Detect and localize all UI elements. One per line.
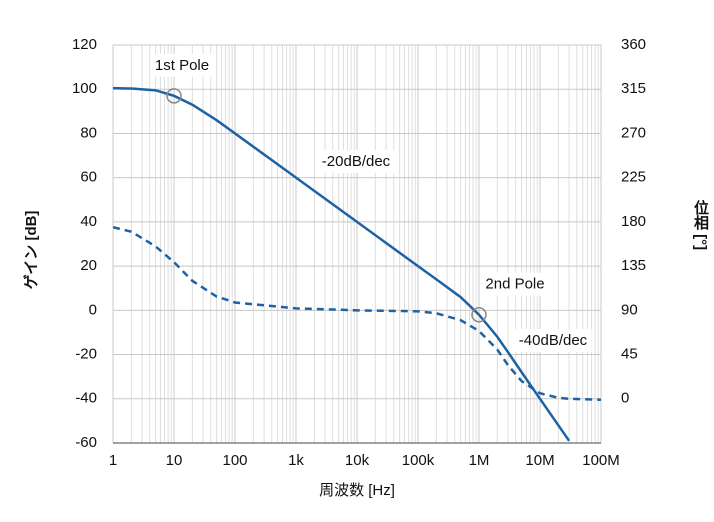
gain-line: [113, 86, 571, 442]
slope-label-bg: [317, 149, 395, 173]
y2-tick-label: 270: [621, 124, 646, 141]
slope-label-bg: [514, 328, 592, 352]
pole-marker: [471, 307, 487, 323]
y2-tick-label: 0: [621, 390, 629, 407]
x-tick-label: 100M: [582, 452, 620, 469]
x-tick-label: 1k: [288, 452, 304, 469]
y-tick-label: 0: [89, 301, 97, 318]
x-tick-label: 10M: [525, 452, 554, 469]
y2-tick-label: 180: [621, 213, 646, 230]
x-tick-label: 100: [222, 452, 247, 469]
x-tick-label: 10: [166, 452, 183, 469]
y-tick-label: 120: [72, 36, 97, 53]
y-tick-label: 100: [72, 80, 97, 97]
slope-label: -20dB/dec: [322, 153, 391, 170]
x-tick-label: 100k: [402, 452, 435, 469]
pole-marker: [166, 88, 182, 104]
y-tick-label: 60: [80, 169, 97, 186]
slope-label: -40dB/dec: [519, 332, 588, 349]
y-tick-label: -40: [75, 390, 97, 407]
pole-label-bg: [150, 53, 214, 77]
y-axis-title: ゲイン [dB]: [22, 211, 40, 290]
y2-tick-label: 90: [621, 301, 638, 318]
y2-axis-title: 位相 [°]: [692, 199, 709, 250]
pole-label: 1st Pole: [155, 57, 209, 74]
y-tick-label: -20: [75, 346, 97, 363]
y-tick-label: 80: [80, 124, 97, 141]
x-axis-title: 周波数 [Hz]: [319, 482, 395, 499]
y-tick-label: 40: [80, 213, 97, 230]
y-tick-label: -60: [75, 434, 97, 451]
x-tick-label: 10k: [345, 452, 370, 469]
pole-label-bg: [481, 272, 549, 296]
y-tick-label: 20: [80, 257, 97, 274]
pole-label: 2nd Pole: [485, 276, 544, 293]
y2-tick-label: 45: [621, 346, 638, 363]
y2-tick-label: 225: [621, 169, 646, 186]
y2-tick-label: 315: [621, 80, 646, 97]
y2-tick-label: 360: [621, 36, 646, 53]
y2-tick-label: 135: [621, 257, 646, 274]
x-tick-label: 1M: [469, 452, 490, 469]
phase-line: [113, 225, 601, 402]
x-tick-label: 1: [109, 452, 117, 469]
